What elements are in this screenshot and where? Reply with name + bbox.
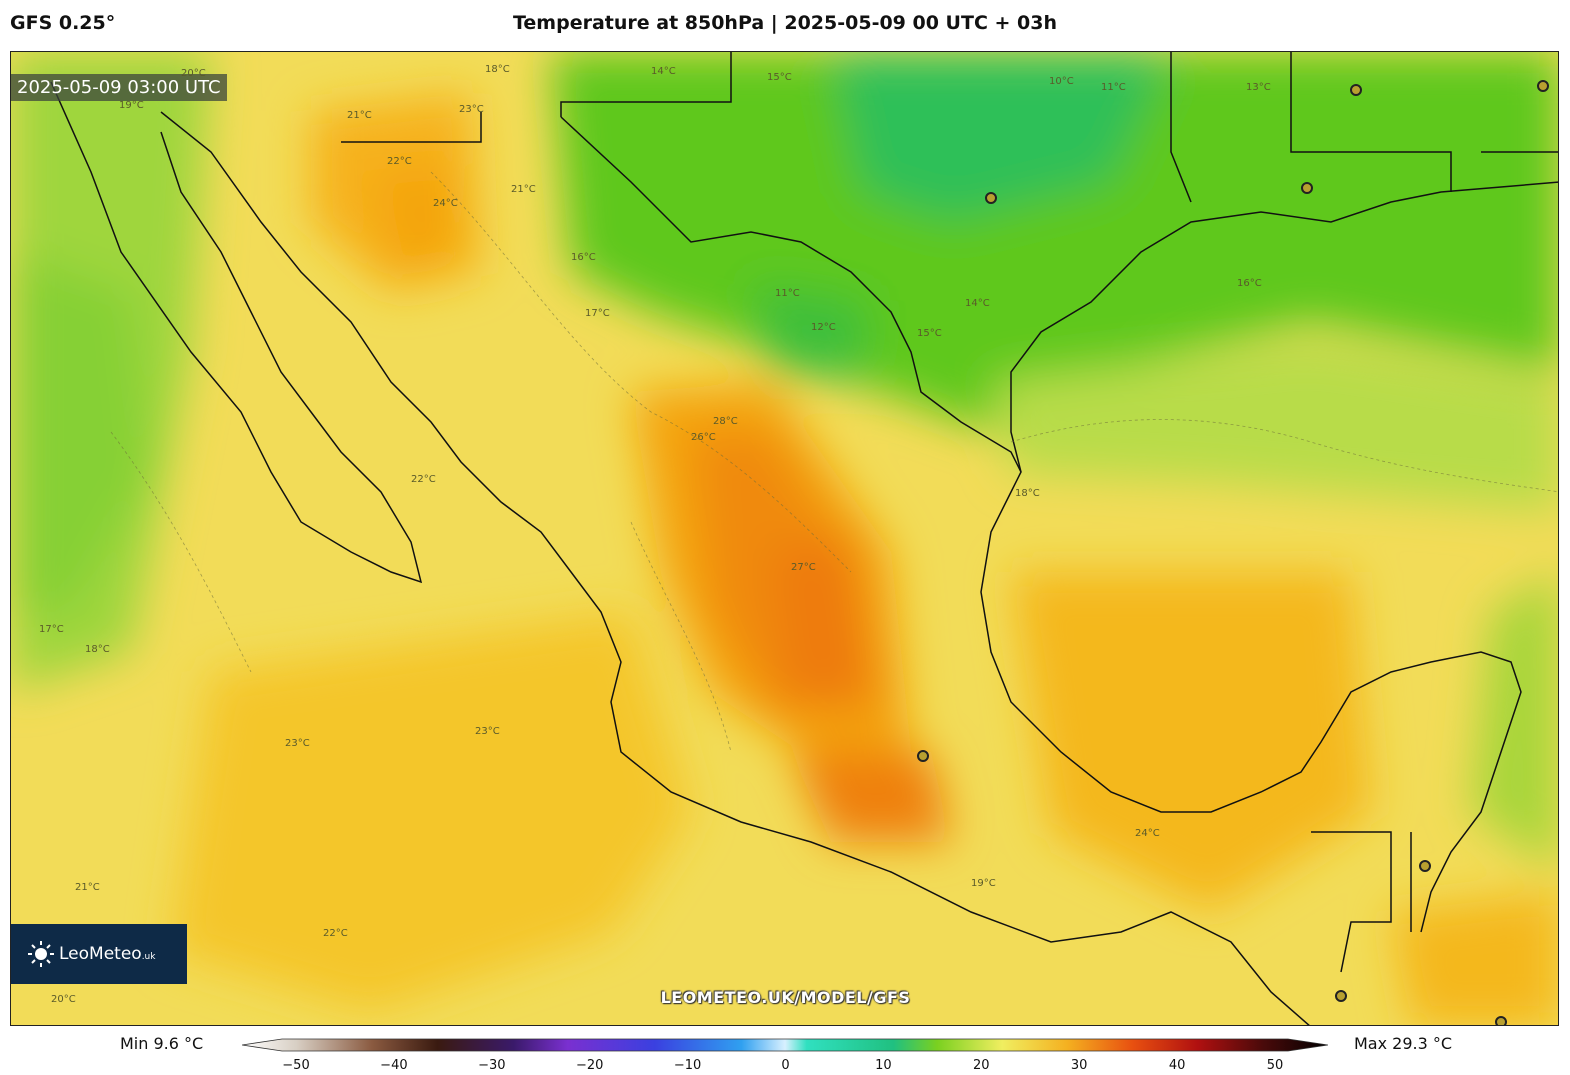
contour-label: 16°C <box>1237 278 1262 289</box>
contour-label: 20°C <box>181 68 206 79</box>
contour-label: 10°C <box>1049 76 1074 87</box>
contour-label: 26°C <box>691 432 716 443</box>
contour-label: 23°C <box>285 738 310 749</box>
city-marker[interactable] <box>1495 1016 1507 1025</box>
city-marker[interactable] <box>1301 182 1313 194</box>
color-scale-bar <box>242 1038 1328 1052</box>
valid-time-badge: 2025-05-09 03:00 UTC <box>11 74 227 101</box>
contour-label: 13°C <box>1246 82 1271 93</box>
legend-min: Min 9.6 °C <box>120 1034 204 1053</box>
contour-label: 21°C <box>347 110 372 121</box>
temperature-map[interactable]: 2025-05-09 03:00 UTC 20°C 18°C 14°C 15°C… <box>10 51 1559 1026</box>
scale-tick-label: 10 <box>875 1058 892 1073</box>
contour-label: 15°C <box>917 328 942 339</box>
city-marker[interactable] <box>1419 860 1431 872</box>
contour-label: 23°C <box>459 104 484 115</box>
logo-text: LeoMeteo <box>59 944 142 964</box>
scale-tick-label: −40 <box>380 1058 408 1073</box>
contour-label: 18°C <box>485 64 510 75</box>
contour-label: 17°C <box>585 308 610 319</box>
scale-tick-label: 20 <box>973 1058 990 1073</box>
contour-label: 19°C <box>971 878 996 889</box>
contour-label: 14°C <box>651 66 676 77</box>
contour-label: 14°C <box>965 298 990 309</box>
contour-label: 18°C <box>1015 488 1040 499</box>
city-marker[interactable] <box>985 192 997 204</box>
contour-label: 22°C <box>411 474 436 485</box>
contour-label: 18°C <box>85 644 110 655</box>
leometeo-logo: LeoMeteo .uk <box>11 924 187 984</box>
model-label: GFS 0.25° <box>10 12 116 34</box>
contour-label: 20°C <box>51 994 76 1005</box>
contour-label: 17°C <box>39 624 64 635</box>
contour-label: 11°C <box>1101 82 1126 93</box>
logo-suffix: .uk <box>141 952 156 962</box>
contour-label: 21°C <box>511 184 536 195</box>
scale-tick-label: 40 <box>1168 1058 1186 1073</box>
contour-label: 12°C <box>811 322 836 333</box>
contour-label: 23°C <box>475 726 500 737</box>
contour-label: 24°C <box>1135 828 1160 839</box>
contour-label: 22°C <box>387 156 412 167</box>
contour-label: 21°C <box>75 882 100 893</box>
contour-label: 22°C <box>323 928 348 939</box>
city-marker[interactable] <box>917 750 929 762</box>
coastlines <box>50 52 1558 1025</box>
watermark-url[interactable]: LEOMETEO.UK/MODEL/GFS <box>660 988 911 1007</box>
scale-tick-label: 50 <box>1266 1058 1284 1073</box>
scale-tick-label: −10 <box>673 1058 702 1073</box>
contour-label: 16°C <box>571 252 596 263</box>
city-marker[interactable] <box>1537 80 1549 92</box>
sun-icon <box>28 941 54 967</box>
contour-label: 24°C <box>433 198 458 209</box>
map-canvas <box>11 52 1558 1025</box>
contour-label: 15°C <box>767 72 792 83</box>
contour-label: 19°C <box>119 100 144 111</box>
scale-tick-label: −50 <box>282 1058 310 1073</box>
contour-label: 27°C <box>791 562 816 573</box>
city-marker[interactable] <box>1350 84 1362 96</box>
scale-tick-label: −30 <box>478 1058 506 1073</box>
chart-title: Temperature at 850hPa | 2025-05-09 00 UT… <box>512 12 1058 34</box>
contour-label: 28°C <box>713 416 738 427</box>
legend-max: Max 29.3 °C <box>1354 1034 1453 1053</box>
contour-label: 11°C <box>775 288 800 299</box>
city-marker[interactable] <box>1335 990 1347 1002</box>
scale-tick-label: −20 <box>575 1058 604 1073</box>
scale-tick-label: 0 <box>781 1058 790 1073</box>
scale-tick-label: 30 <box>1070 1058 1088 1073</box>
